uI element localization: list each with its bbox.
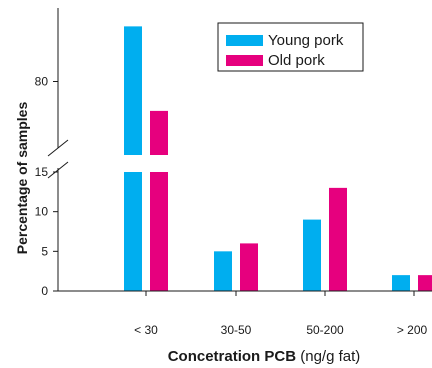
x-category-label-30-50: 30-50 <box>221 323 252 337</box>
axis-break-mark-bottom <box>47 161 69 179</box>
legend-swatch-old-pork <box>226 55 263 66</box>
y-tick-label-15: 15 <box>35 165 49 179</box>
x-axis-label: Concetration PCB (ng/g fat) <box>168 348 361 365</box>
y-tick-label-80: 80 <box>35 75 49 89</box>
legend-swatch-young-pork <box>226 35 263 46</box>
x-axis-label-unit: (ng/g fat) <box>300 348 360 365</box>
bar-young-pork-50-200 <box>303 219 321 291</box>
bar-young-pork-30-lower <box>124 172 142 291</box>
bar-young-pork-30-upper <box>124 26 142 155</box>
bar-young-pork-200 <box>392 275 410 291</box>
bars-group <box>124 26 432 291</box>
legend: Young pork Old pork <box>217 22 364 72</box>
bar-old-pork-50-200 <box>329 187 347 291</box>
y-tick-label-10: 10 <box>35 205 49 219</box>
bar-old-pork-30-lower <box>150 172 168 291</box>
y-tick-label-0: 0 <box>41 284 48 298</box>
bar-young-pork-30-50 <box>214 251 232 291</box>
bar-old-pork-30-50 <box>240 243 258 291</box>
x-category-label-30: < 30 <box>134 323 158 337</box>
x-category-label-50-200: 50-200 <box>306 323 344 337</box>
bar-old-pork-30-upper <box>150 110 168 155</box>
x-axis-label-main: Concetration PCB <box>168 348 297 365</box>
x-category-label-200: > 200 <box>397 323 428 337</box>
axes <box>47 8 432 292</box>
x-categories: < 30 30-50 50-200 > 200 <box>134 291 428 337</box>
legend-label-old-pork: Old pork <box>268 52 325 69</box>
y-ticks: 0 5 10 15 80 <box>35 75 58 298</box>
legend-label-young-pork: Young pork <box>268 32 344 49</box>
bar-old-pork-200 <box>418 275 432 291</box>
y-axis-label: Percentage of samples <box>14 102 30 255</box>
y-tick-label-5: 5 <box>41 244 48 258</box>
axis-break-mark-top <box>47 139 69 157</box>
